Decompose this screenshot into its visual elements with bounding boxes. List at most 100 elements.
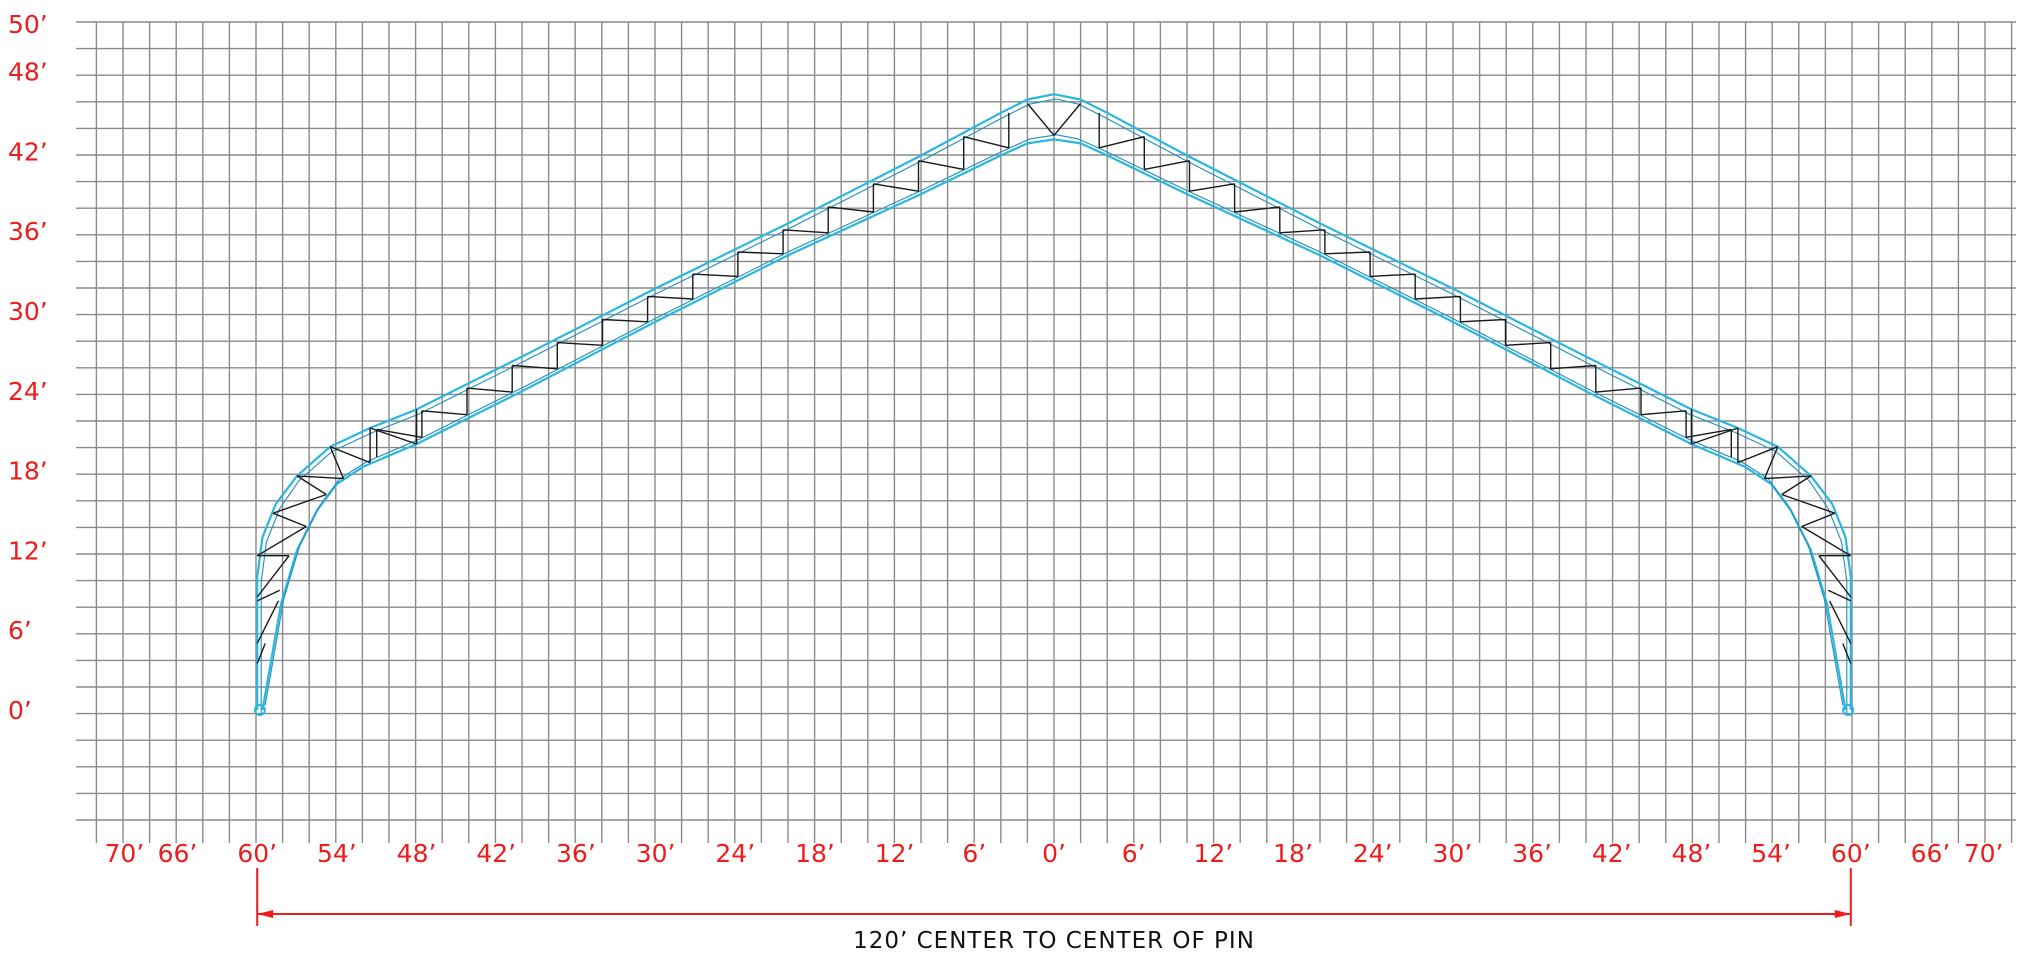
web-member (1827, 589, 1852, 602)
web-member (1764, 475, 1812, 480)
span-dimension: 120’ CENTER TO CENTER OF PIN (256, 868, 1852, 954)
web-member (1842, 643, 1852, 664)
web-member (692, 273, 738, 278)
web-member (647, 295, 693, 300)
web-member (1828, 600, 1852, 644)
web-member (828, 206, 874, 213)
x-axis-label: 70’ (105, 839, 145, 868)
grid (76, 21, 2016, 843)
web-member (256, 555, 290, 598)
web-member (737, 251, 784, 255)
web-member (1763, 446, 1779, 479)
truss-webs (256, 103, 1852, 664)
y-axis-label: 24’ (8, 377, 48, 406)
arch-truss (253, 93, 1855, 716)
inner-chord (261, 138, 1847, 711)
web-member (1640, 410, 1687, 416)
inner-chord-inner-line (264, 134, 1844, 706)
web-member (1781, 475, 1812, 496)
dimension-text: 120’ CENTER TO CENTER OF PIN (853, 928, 1255, 954)
web-member (256, 589, 281, 602)
web-member (369, 427, 417, 445)
x-axis-label: 66’ (1911, 839, 1951, 868)
web-member (1099, 136, 1145, 149)
web-member (557, 341, 603, 346)
x-axis-label: 6’ (962, 839, 986, 868)
web-member (1053, 103, 1082, 136)
y-axis-label: 0’ (8, 696, 32, 725)
x-axis-label: 36’ (1512, 839, 1552, 868)
web-member (783, 229, 829, 234)
y-axis-label: 36’ (8, 217, 48, 246)
web-member (1781, 493, 1836, 514)
left-pin-icon (253, 704, 266, 716)
x-axis-label: 42’ (476, 839, 516, 868)
web-member (1234, 206, 1280, 213)
y-axis-label: 6’ (8, 616, 32, 645)
x-axis-label: 30’ (1433, 839, 1473, 868)
y-axis-label: 42’ (8, 137, 48, 166)
x-axis-label: 30’ (636, 839, 676, 868)
web-member (1460, 318, 1506, 323)
web-member (466, 387, 513, 393)
web-member (1189, 183, 1235, 192)
web-member (376, 428, 423, 438)
outer-chord-inner-line (260, 98, 1848, 715)
x-axis-label: 24’ (1353, 839, 1393, 868)
x-axis-label: 24’ (715, 839, 755, 868)
right-pin-icon (1842, 704, 1855, 716)
x-axis-label: 18’ (795, 839, 835, 868)
x-axis-label: 12’ (875, 839, 915, 868)
x-axis-label: 36’ (556, 839, 596, 868)
web-member (1550, 364, 1596, 370)
web-member (421, 410, 468, 416)
dimension-arrow-left-icon (257, 910, 274, 918)
web-member (602, 318, 648, 323)
x-axis-label: 6’ (1122, 839, 1146, 868)
x-axis-label: 48’ (1672, 839, 1712, 868)
web-member (296, 475, 344, 480)
web-member (256, 525, 307, 557)
y-axis-labels: 50’ 48’ 42’ 36’ 30’ 24’ 18’ 12’ 6’ 0’ (8, 10, 48, 725)
web-member (1801, 525, 1852, 557)
web-member (1685, 428, 1732, 438)
web-member (296, 475, 327, 496)
web-member (256, 643, 266, 664)
web-member (329, 446, 371, 464)
y-axis-label: 12’ (8, 536, 48, 565)
web-member (1324, 251, 1371, 255)
y-axis-label: 50’ (8, 10, 48, 39)
web-member (256, 600, 280, 644)
web-member (1818, 555, 1852, 598)
x-axis-label: 54’ (317, 839, 357, 868)
web-member (918, 160, 964, 171)
web-member (1691, 427, 1739, 445)
x-axis-label: 60’ (1831, 839, 1871, 868)
x-axis-label: 54’ (1751, 839, 1791, 868)
web-member (1144, 160, 1190, 171)
web-member (1737, 446, 1779, 464)
web-member (512, 364, 558, 370)
web-member (1370, 273, 1416, 278)
x-axis-label: 66’ (158, 839, 198, 868)
x-axis-label: 12’ (1193, 839, 1233, 868)
web-member (1415, 295, 1461, 300)
x-axis-label: 42’ (1592, 839, 1632, 868)
dimension-arrow-right-icon (1834, 910, 1851, 918)
web-member (873, 183, 919, 192)
x-axis-label: 60’ (237, 839, 277, 868)
web-member (963, 136, 1009, 149)
web-member (272, 493, 327, 514)
outer-chord (256, 93, 1852, 710)
web-member (272, 512, 307, 528)
y-axis-label: 30’ (8, 297, 48, 326)
web-member (1595, 387, 1642, 393)
web-member (1505, 341, 1551, 346)
web-member (1026, 103, 1055, 136)
y-axis-label: 48’ (8, 58, 48, 87)
x-axis-label: 0’ (1042, 839, 1066, 868)
x-axis-labels: 70’ 66’ 60’ 54’ 48’ 42’ 36’ 30’ 24’ 18’ 12’ 6’ 0’ 6’ 1… (105, 839, 2004, 868)
x-axis-label: 48’ (397, 839, 437, 868)
web-member (1279, 229, 1325, 234)
